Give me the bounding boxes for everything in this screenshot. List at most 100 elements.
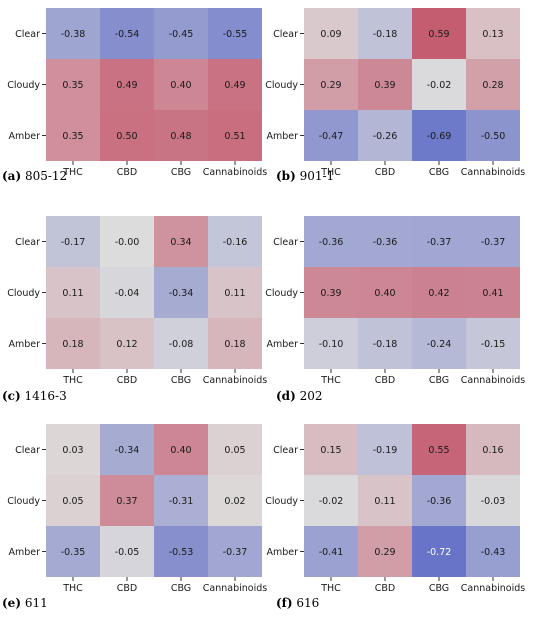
- cell-value-label: -0.36: [373, 237, 398, 248]
- heatmap-svg: 0.03 -0.34 0.40 0.05 0.05 0.37 -0.31 0.02 -0.35 -…: [7, 424, 267, 594]
- cell-value-label: -0.36: [319, 237, 344, 248]
- heatmap-cell: [466, 318, 520, 369]
- heatmap-cell: [304, 8, 358, 59]
- cell-value-label: -0.43: [481, 547, 506, 558]
- heatmap-cell: [46, 475, 100, 526]
- y-tick-label: Amber: [8, 547, 40, 558]
- x-tick-label: Cannabinoids: [203, 375, 267, 386]
- cell-value-label: -0.15: [481, 339, 506, 350]
- cell-value-label: 0.05: [224, 445, 245, 456]
- x-tick-label: Cannabinoids: [203, 583, 267, 594]
- cell-value-label: 0.40: [170, 80, 191, 91]
- cell-value-label: -0.26: [373, 131, 398, 142]
- cell-value-label: 0.05: [62, 496, 83, 507]
- heatmap-cell: [154, 110, 208, 161]
- heatmap-cell: [46, 318, 100, 369]
- heatmap-cell: [46, 267, 100, 318]
- x-tick-label: CBG: [171, 375, 191, 386]
- cell-value-label: 0.11: [374, 496, 395, 507]
- panel-caption: (e) 611: [2, 596, 48, 610]
- cell-value-label: -0.55: [223, 29, 248, 40]
- heatmap-cell: [412, 8, 466, 59]
- heatmap-cell: [46, 526, 100, 577]
- cell-value-label: -0.37: [223, 547, 248, 558]
- cell-value-label: -0.19: [373, 445, 398, 456]
- heatmap-cell: [358, 110, 412, 161]
- cell-value-label: -0.45: [169, 29, 194, 40]
- cell-value-label: -0.37: [481, 237, 506, 248]
- cell-value-label: 0.11: [62, 288, 83, 299]
- cell-value-label: -0.02: [319, 496, 344, 507]
- heatmap-cell: [100, 424, 154, 475]
- heatmap-cell: [412, 267, 466, 318]
- heatmap-cell: [412, 216, 466, 267]
- y-tick-label: Clear: [273, 237, 298, 248]
- heatmap-cell: [466, 475, 520, 526]
- cell-value-label: -0.17: [61, 237, 86, 248]
- cell-value-label: 0.34: [170, 237, 191, 248]
- heatmap-cell: [208, 59, 262, 110]
- heatmap-panel: -0.38 -0.54 -0.45 -0.55 0.35 0.49 0.40 0.49 0.35…: [0, 8, 267, 183]
- x-tick-label: THC: [62, 167, 83, 178]
- heatmap-cell: [208, 318, 262, 369]
- y-tick-label: Amber: [266, 339, 298, 350]
- heatmap-cell: [100, 526, 154, 577]
- heatmap-svg: -0.17 -0.00 0.34 -0.16 0.11 -0.04 -0.34 0.11 0.1…: [7, 216, 267, 386]
- cell-value-label: 0.18: [62, 339, 83, 350]
- cell-value-label: 0.40: [374, 288, 395, 299]
- cell-value-label: -0.37: [427, 237, 452, 248]
- cell-value-label: 0.37: [116, 496, 137, 507]
- heatmap-panel: 0.15 -0.19 0.55 0.16 -0.02 0.11 -0.36 -0.03 -0.4…: [258, 424, 525, 599]
- cell-value-label: 0.35: [62, 80, 83, 91]
- heatmap-cell: [466, 526, 520, 577]
- cell-value-label: -0.41: [319, 547, 344, 558]
- heatmap-cell: [208, 110, 262, 161]
- heatmap-svg: -0.36 -0.36 -0.37 -0.37 0.39 0.40 0.42 0.41 -0.1…: [265, 216, 525, 386]
- heatmap-cell: [358, 475, 412, 526]
- y-tick-label: Amber: [266, 547, 298, 558]
- heatmap-cell: [46, 8, 100, 59]
- heatmap-cell: [304, 424, 358, 475]
- heatmap-cell: [412, 318, 466, 369]
- cell-value-label: -0.36: [427, 496, 452, 507]
- cell-value-label: -0.02: [427, 80, 452, 91]
- heatmap-cell: [466, 8, 520, 59]
- panel-caption: (f) 616: [276, 596, 319, 610]
- cell-value-label: 0.35: [62, 131, 83, 142]
- cell-value-label: 0.59: [428, 29, 449, 40]
- heatmap-cell: [154, 318, 208, 369]
- heatmap-cell: [358, 216, 412, 267]
- cell-value-label: -0.69: [427, 131, 452, 142]
- heatmap-svg: 0.15 -0.19 0.55 0.16 -0.02 0.11 -0.36 -0.03 -0.4…: [265, 424, 525, 594]
- heatmap-cell: [154, 8, 208, 59]
- cell-value-label: -0.18: [373, 29, 398, 40]
- cell-value-label: 0.29: [320, 80, 341, 91]
- cell-value-label: 0.13: [482, 29, 503, 40]
- cell-value-label: -0.10: [319, 339, 344, 350]
- x-tick-label: THC: [62, 375, 83, 386]
- heatmap-cell: [100, 216, 154, 267]
- heatmap-cell: [46, 59, 100, 110]
- y-tick-label: Clear: [15, 445, 40, 456]
- heatmap-panel: 0.03 -0.34 0.40 0.05 0.05 0.37 -0.31 0.02 -0.35 -…: [0, 424, 267, 599]
- cell-value-label: -0.18: [373, 339, 398, 350]
- x-tick-label: CBD: [117, 167, 137, 178]
- cell-value-label: 0.41: [482, 288, 503, 299]
- heatmap-cell: [358, 8, 412, 59]
- cell-value-label: 0.50: [116, 131, 137, 142]
- x-tick-label: THC: [320, 375, 341, 386]
- cell-value-label: 0.09: [320, 29, 341, 40]
- cell-value-label: 0.42: [428, 288, 449, 299]
- heatmap-cell: [154, 216, 208, 267]
- heatmap-cell: [304, 267, 358, 318]
- cell-value-label: -0.47: [319, 131, 344, 142]
- heatmap-cell: [412, 110, 466, 161]
- heatmap-cell: [466, 216, 520, 267]
- heatmap-cell: [154, 424, 208, 475]
- panel-caption-text: 901-1: [295, 169, 335, 183]
- cell-value-label: 0.39: [374, 80, 395, 91]
- heatmap-cell: [304, 526, 358, 577]
- heatmap-panel: 0.09 -0.18 0.59 0.13 0.29 0.39 -0.02 0.28 -0.47 -…: [258, 8, 525, 183]
- cell-value-label: 0.03: [62, 445, 83, 456]
- cell-value-label: -0.04: [115, 288, 140, 299]
